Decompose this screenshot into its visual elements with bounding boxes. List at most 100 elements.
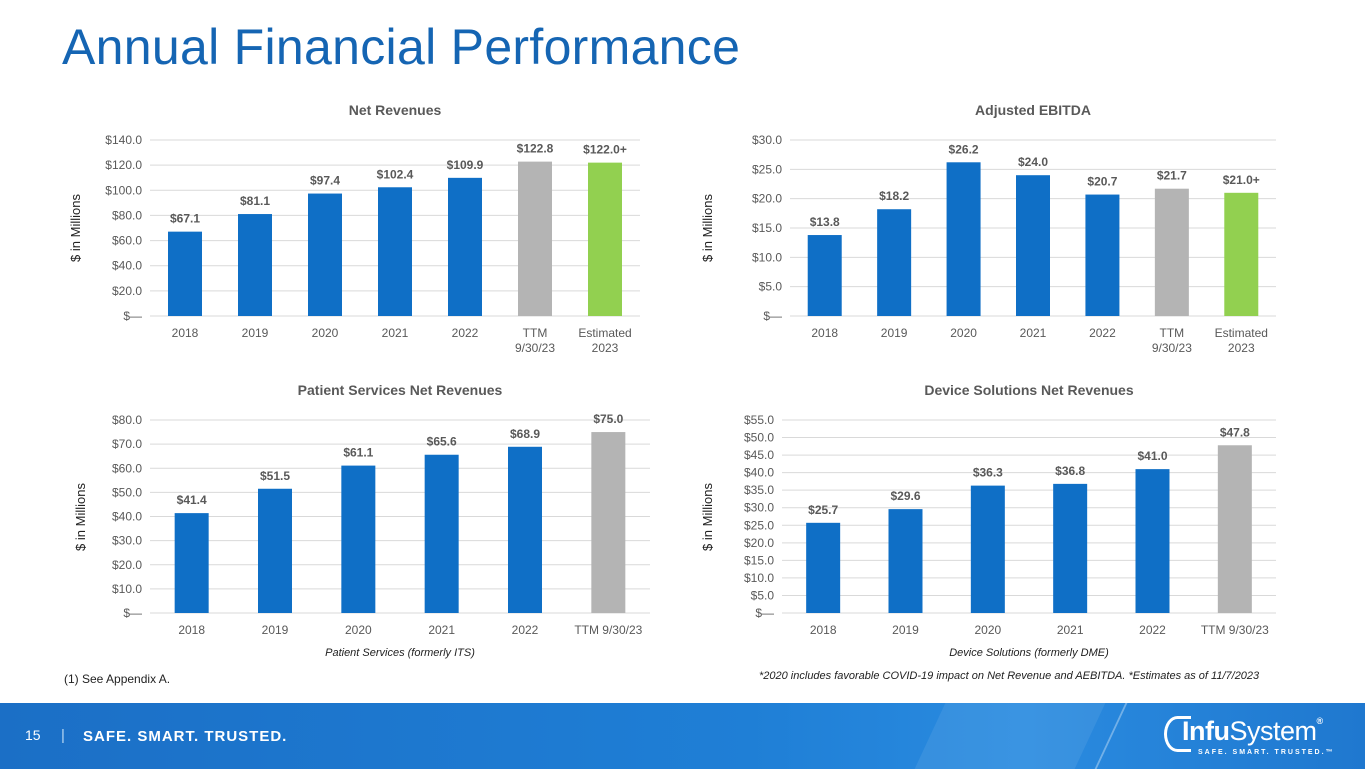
data-label: $20.7 bbox=[1087, 175, 1117, 189]
y-tick-label: $60.0 bbox=[112, 461, 142, 475]
chart-title: Device Solutions Net Revenues bbox=[924, 382, 1134, 398]
x-tick-label: 2018 bbox=[172, 326, 199, 340]
data-label: $18.2 bbox=[879, 189, 909, 203]
data-label: $29.6 bbox=[890, 489, 920, 503]
x-tick-label: 2019 bbox=[242, 326, 269, 340]
y-axis-label: $ in Millions bbox=[68, 194, 83, 262]
data-label: $21.7 bbox=[1157, 169, 1187, 183]
data-label: $109.9 bbox=[447, 158, 484, 172]
bar bbox=[970, 485, 1005, 613]
logo-wordmark: InfuSystem® bbox=[1182, 716, 1323, 747]
x-tick-label: 2020 bbox=[312, 326, 339, 340]
x-tick-label: 2018 bbox=[178, 623, 205, 637]
y-tick-label: $70.0 bbox=[112, 437, 142, 451]
y-tick-label: $5.0 bbox=[759, 280, 783, 294]
y-tick-label: $— bbox=[763, 309, 782, 323]
bar bbox=[174, 513, 209, 613]
adjusted-ebitda-chart: Adjusted EBITDA $ in Millions $— $5.0 $10.0 $… bbox=[682, 92, 1282, 367]
net-revenues-chart-svg: Net Revenues $ in Millions $— $20.0 $40.0 $60… bbox=[68, 102, 640, 355]
y-tick-label: $55.0 bbox=[744, 413, 774, 427]
x-tick-label: 2018 bbox=[810, 623, 837, 637]
bar bbox=[1016, 175, 1050, 316]
footer-bar: 15 | SAFE. SMART. TRUSTED. bbox=[0, 703, 1365, 769]
y-tick-label: $5.0 bbox=[751, 588, 775, 602]
data-label: $122.8 bbox=[517, 142, 554, 156]
footer-decoration bbox=[914, 703, 1106, 769]
data-label: $51.5 bbox=[260, 469, 290, 483]
data-label: $26.2 bbox=[949, 142, 979, 156]
data-label: $13.8 bbox=[810, 215, 840, 229]
x-tick-label: 2019 bbox=[892, 623, 919, 637]
bar bbox=[588, 162, 622, 316]
y-tick-label: $20.0 bbox=[112, 558, 142, 572]
bar bbox=[258, 488, 292, 613]
bar bbox=[518, 161, 552, 316]
bar bbox=[1154, 188, 1189, 316]
x-tick-label: 2020 bbox=[974, 623, 1001, 637]
y-tick-label: $50.0 bbox=[744, 431, 774, 445]
x-tick-label: 2019 bbox=[881, 326, 908, 340]
bar bbox=[591, 432, 626, 613]
data-label: $122.0+ bbox=[583, 143, 627, 157]
logo-trademark: ® bbox=[1316, 716, 1324, 726]
data-label: $36.3 bbox=[973, 466, 1003, 480]
y-tick-label: $— bbox=[755, 606, 774, 620]
bar bbox=[341, 465, 376, 613]
data-label: $67.1 bbox=[170, 212, 200, 226]
data-label: $25.7 bbox=[808, 503, 838, 517]
bar bbox=[1217, 445, 1252, 613]
patient-services-chart-svg: Patient Services Net Revenues $ in Millio… bbox=[73, 382, 650, 659]
y-tick-label: $40.0 bbox=[112, 259, 142, 273]
y-tick-label: $10.0 bbox=[744, 571, 774, 585]
data-label: $81.1 bbox=[240, 194, 270, 208]
x-tick-label: 2022 bbox=[1089, 326, 1116, 340]
data-label: $61.1 bbox=[343, 446, 373, 460]
y-tick-label: $120.0 bbox=[105, 158, 142, 172]
y-tick-label: $60.0 bbox=[112, 234, 142, 248]
x-tick-label: Estimated bbox=[578, 326, 631, 340]
bar bbox=[378, 187, 412, 316]
x-tick-label: 2023 bbox=[1228, 341, 1255, 355]
y-tick-label: $15.0 bbox=[752, 221, 782, 235]
x-tick-label: 2022 bbox=[512, 623, 539, 637]
x-tick-label: 2021 bbox=[1020, 326, 1047, 340]
y-tick-label: $25.0 bbox=[744, 518, 774, 532]
bar bbox=[1224, 192, 1259, 316]
y-tick-label: $40.0 bbox=[744, 466, 774, 480]
x-axis-label: Device Solutions (formerly DME) bbox=[949, 647, 1109, 659]
x-tick-label: 2021 bbox=[382, 326, 409, 340]
x-tick-label: 2021 bbox=[428, 623, 455, 637]
bar bbox=[946, 162, 981, 316]
footnote-appendix: (1) See Appendix A. bbox=[64, 672, 171, 686]
bar bbox=[448, 177, 482, 316]
y-tick-label: $— bbox=[123, 309, 142, 323]
adjusted-ebitda-chart-svg: Adjusted EBITDA $ in Millions $— $5.0 $10.0 $… bbox=[700, 102, 1276, 355]
y-tick-label: $20.0 bbox=[112, 284, 142, 298]
y-tick-label: $10.0 bbox=[112, 582, 142, 596]
x-axis-label: Patient Services (formerly ITS) bbox=[325, 647, 475, 659]
bar bbox=[424, 454, 459, 613]
y-tick-label: $80.0 bbox=[112, 208, 142, 222]
x-tick-label: 2019 bbox=[262, 623, 289, 637]
y-tick-label: $30.0 bbox=[752, 133, 782, 147]
device-solutions-chart: Device Solutions Net Revenues $ in Millio… bbox=[682, 372, 1282, 662]
bar bbox=[1135, 469, 1170, 613]
y-axis-label: $ in Millions bbox=[700, 483, 715, 551]
data-label: $41.4 bbox=[177, 493, 207, 507]
patient-services-chart: Patient Services Net Revenues $ in Millio… bbox=[60, 372, 660, 662]
x-tick-label: 2021 bbox=[1057, 623, 1084, 637]
net-revenues-chart: Net Revenues $ in Millions $— $20.0 $40.0 $60… bbox=[60, 92, 660, 367]
bar bbox=[308, 193, 342, 316]
y-tick-label: $20.0 bbox=[744, 536, 774, 550]
y-axis-label: $ in Millions bbox=[73, 483, 88, 551]
device-solutions-chart-svg: Device Solutions Net Revenues $ in Millio… bbox=[700, 382, 1276, 659]
y-tick-label: $35.0 bbox=[744, 483, 774, 497]
logo-name-bold: Infu bbox=[1182, 716, 1230, 746]
y-tick-label: $25.0 bbox=[752, 162, 782, 176]
y-tick-label: $— bbox=[123, 606, 142, 620]
x-tick-label: 9/30/23 bbox=[1152, 341, 1192, 355]
bar bbox=[168, 231, 202, 316]
chart-title: Net Revenues bbox=[349, 102, 442, 118]
page-number: 15 bbox=[25, 727, 41, 743]
y-tick-label: $100.0 bbox=[105, 183, 142, 197]
